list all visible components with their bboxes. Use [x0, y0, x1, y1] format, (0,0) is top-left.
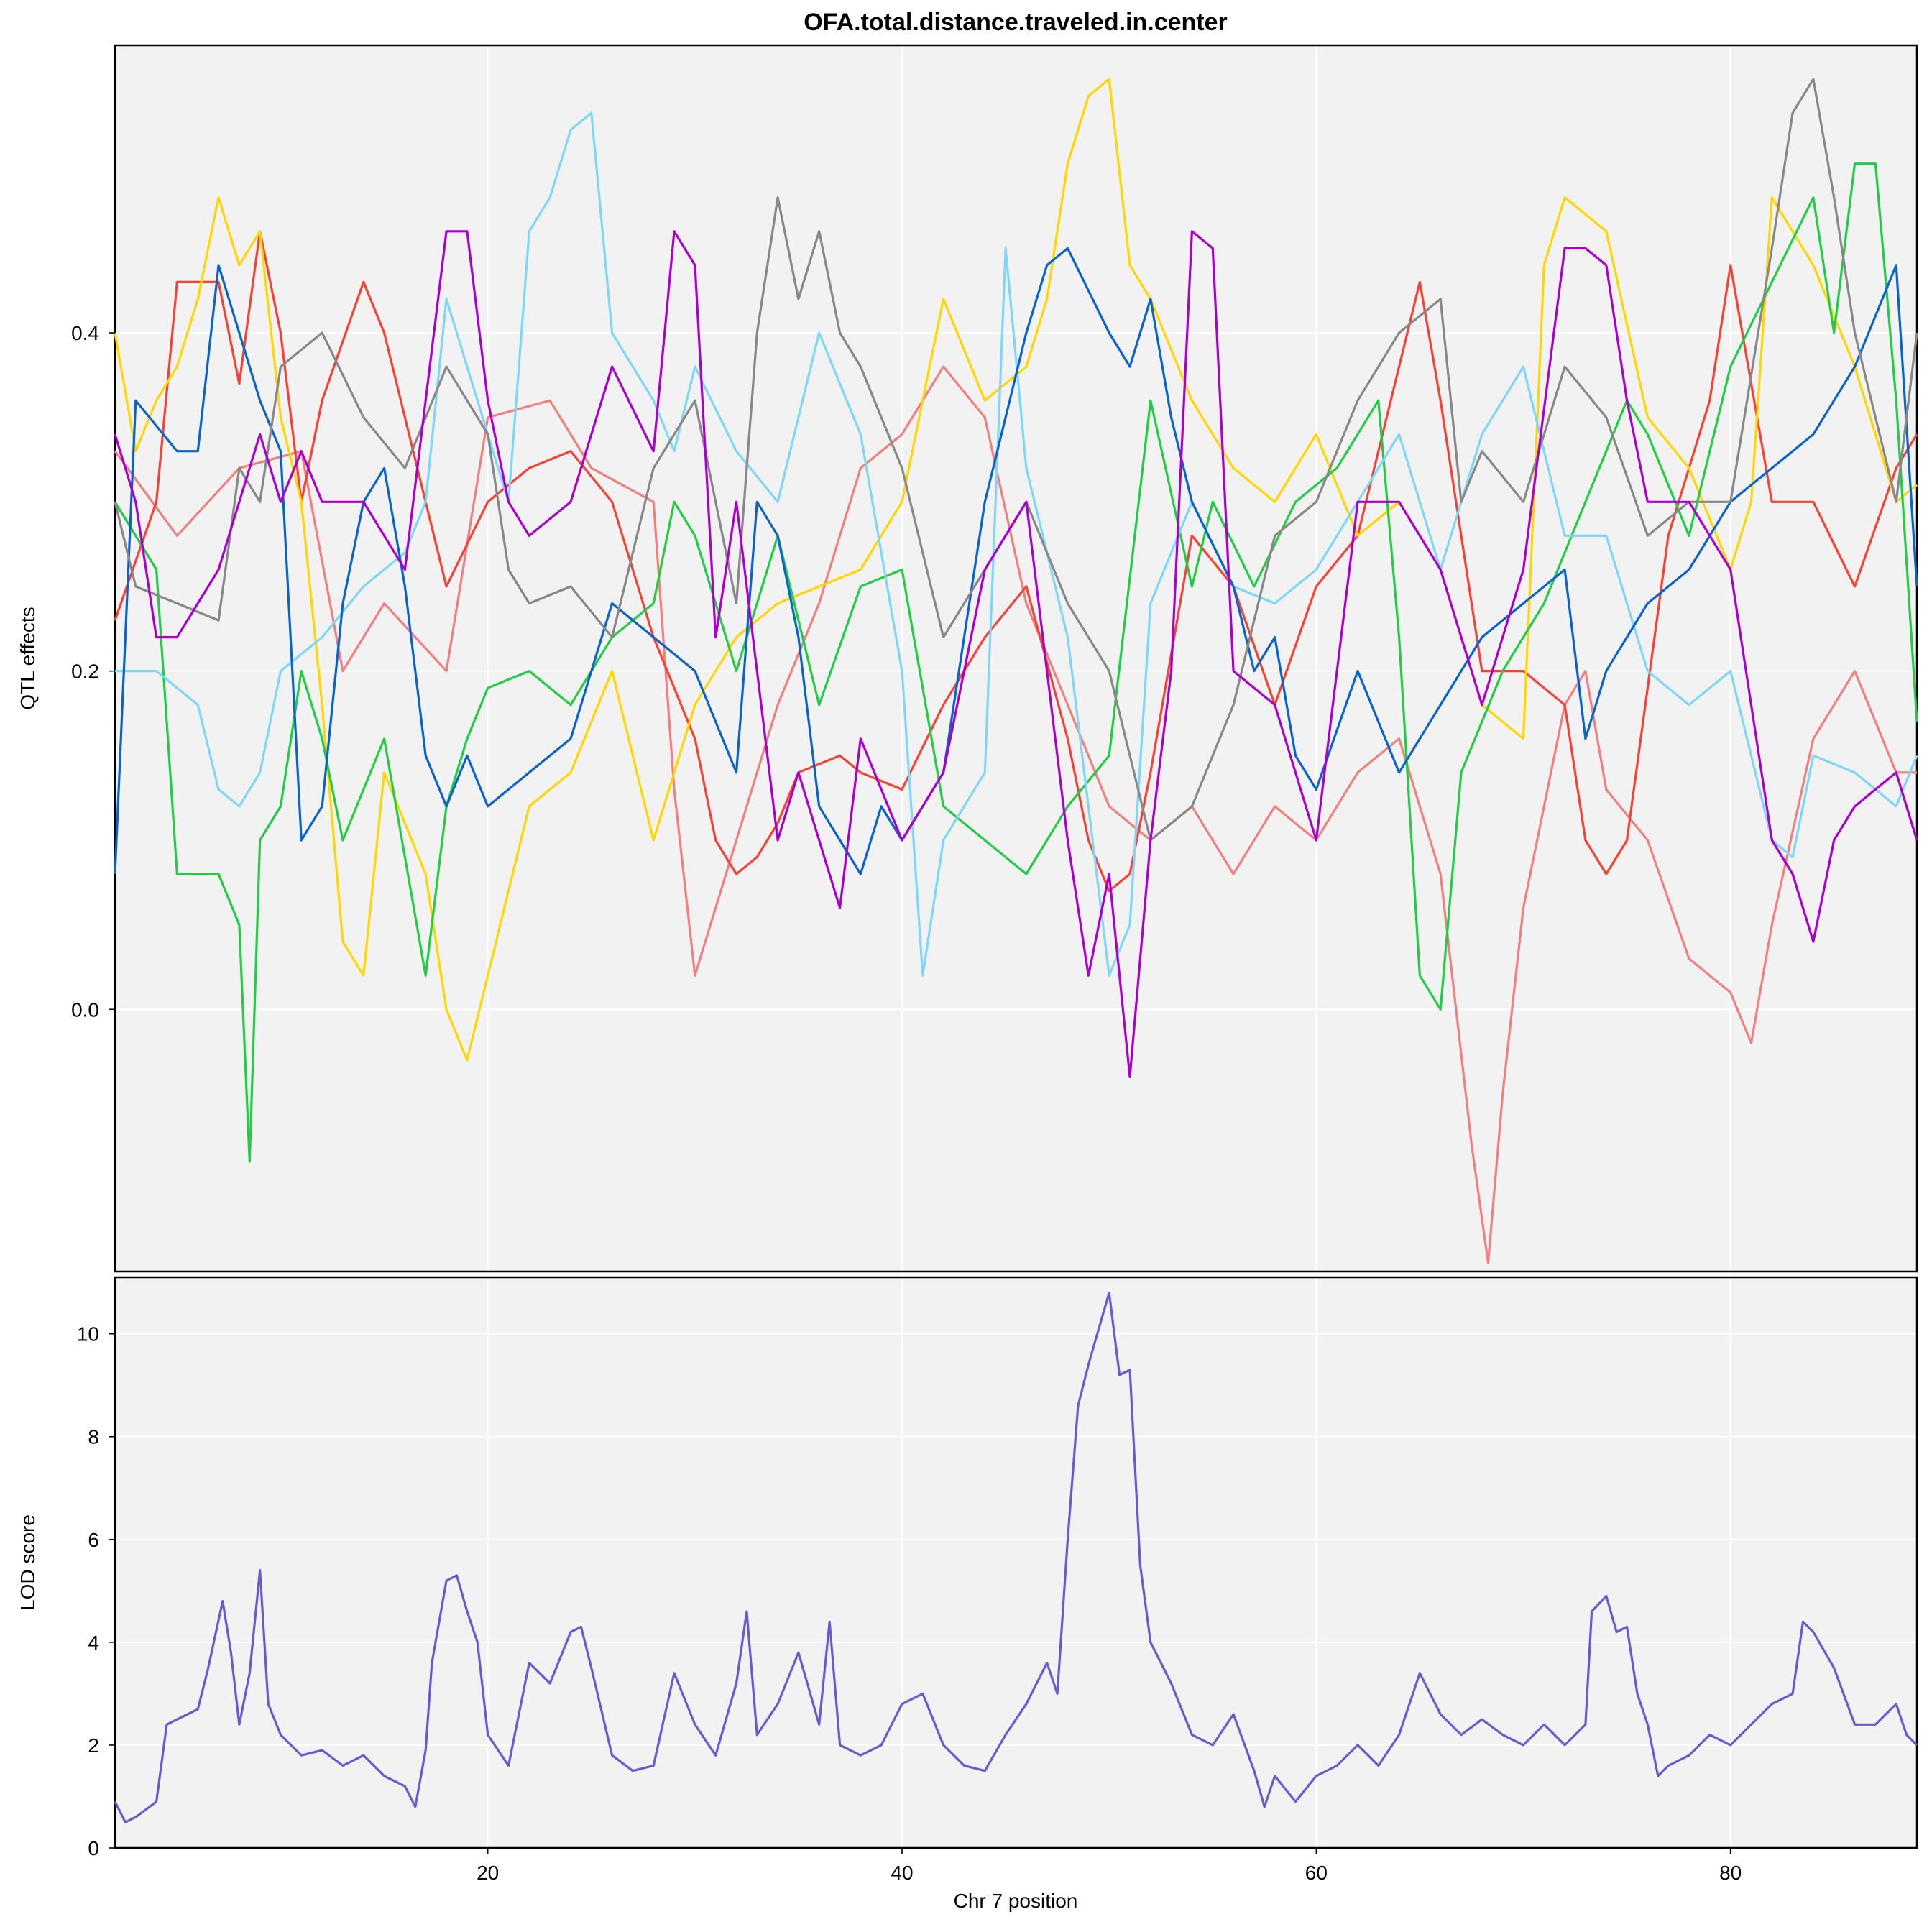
- effects-panel: 0.0 0.2 0.4 QTL effects: [17, 44, 1918, 1273]
- effects-plot-area: [114, 44, 1918, 1273]
- x-tick-label: 40: [891, 1862, 913, 1884]
- lod-y-ticks: 0 2 4 6 8 10: [77, 1323, 115, 1859]
- lod-y-tick-label: 10: [77, 1323, 99, 1346]
- effects-series-line-3: [114, 78, 1918, 1062]
- lod-x-ticks: 20 40 60 80: [477, 1848, 1742, 1884]
- chart-title: OFA.total.distance.traveled.in.center: [804, 9, 1228, 36]
- x-tick-label: 60: [1305, 1862, 1328, 1884]
- lod-series-group: [114, 1291, 1918, 1823]
- effects-y-ticks: 0.0 0.2 0.4: [71, 322, 115, 1021]
- effects-series-group: [114, 78, 1918, 1264]
- effects-series-line-7: [114, 78, 1918, 842]
- lod-y-tick-label: 6: [88, 1529, 99, 1551]
- lod-series-line-1: [114, 1291, 1918, 1823]
- lod-y-tick-label: 4: [88, 1632, 99, 1654]
- lod-y-axis-label: LOD score: [17, 1514, 39, 1611]
- effects-y-tick-label: 0.0: [71, 998, 99, 1021]
- lod-y-tick-label: 8: [88, 1426, 99, 1448]
- lod-panel: 0 2 4 6 8 10 20 40 60 80 LOD score Chr 7 positio…: [17, 1276, 1918, 1912]
- effects-series-line-8: [114, 230, 1918, 1079]
- lod-y-tick-label: 2: [88, 1734, 99, 1757]
- effects-series-line-4: [114, 162, 1918, 1163]
- lod-plot-area: [114, 1276, 1918, 1849]
- x-tick-label: 80: [1719, 1862, 1742, 1884]
- lod-y-tick-label: 0: [88, 1837, 99, 1859]
- effects-y-axis-label: QTL effects: [17, 607, 39, 709]
- x-tick-label: 20: [477, 1862, 499, 1884]
- x-axis-label: Chr 7 position: [954, 1890, 1078, 1912]
- effects-y-tick-label: 0.4: [71, 322, 99, 344]
- effects-series-line-2: [114, 230, 1918, 893]
- effects-y-tick-label: 0.2: [71, 661, 99, 683]
- lod-grid: [116, 1279, 1915, 1846]
